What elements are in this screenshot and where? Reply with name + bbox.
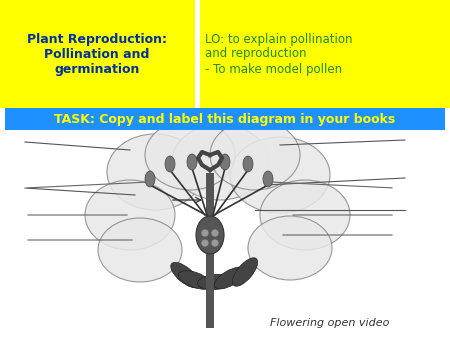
Text: LO: to explain pollination
and reproduction
- To make model pollen: LO: to explain pollination and reproduct… — [205, 32, 352, 75]
Ellipse shape — [165, 156, 175, 172]
Ellipse shape — [85, 180, 175, 250]
FancyBboxPatch shape — [200, 0, 450, 108]
Ellipse shape — [201, 229, 209, 237]
Ellipse shape — [232, 258, 258, 286]
Ellipse shape — [198, 274, 233, 290]
Ellipse shape — [214, 267, 246, 289]
Text: TASK: Copy and label this diagram in your books: TASK: Copy and label this diagram in you… — [54, 113, 396, 125]
FancyBboxPatch shape — [0, 0, 195, 108]
Ellipse shape — [107, 134, 203, 210]
Text: Plant Reproduction:
Pollination and
germination: Plant Reproduction: Pollination and germ… — [27, 32, 167, 75]
Ellipse shape — [260, 180, 350, 250]
Ellipse shape — [178, 271, 212, 289]
Ellipse shape — [201, 239, 209, 247]
Ellipse shape — [187, 154, 197, 170]
Text: Flowering open video: Flowering open video — [270, 318, 390, 328]
Ellipse shape — [243, 156, 253, 172]
Ellipse shape — [248, 216, 332, 280]
Ellipse shape — [210, 120, 300, 190]
Ellipse shape — [263, 171, 273, 187]
FancyBboxPatch shape — [206, 173, 214, 328]
Ellipse shape — [145, 120, 235, 190]
Ellipse shape — [230, 137, 330, 213]
Ellipse shape — [171, 262, 199, 288]
Ellipse shape — [98, 218, 182, 282]
Ellipse shape — [172, 124, 268, 200]
Ellipse shape — [211, 229, 219, 237]
Ellipse shape — [145, 171, 155, 187]
Ellipse shape — [211, 239, 219, 247]
Ellipse shape — [220, 154, 230, 170]
Ellipse shape — [196, 216, 224, 254]
FancyBboxPatch shape — [5, 108, 445, 130]
